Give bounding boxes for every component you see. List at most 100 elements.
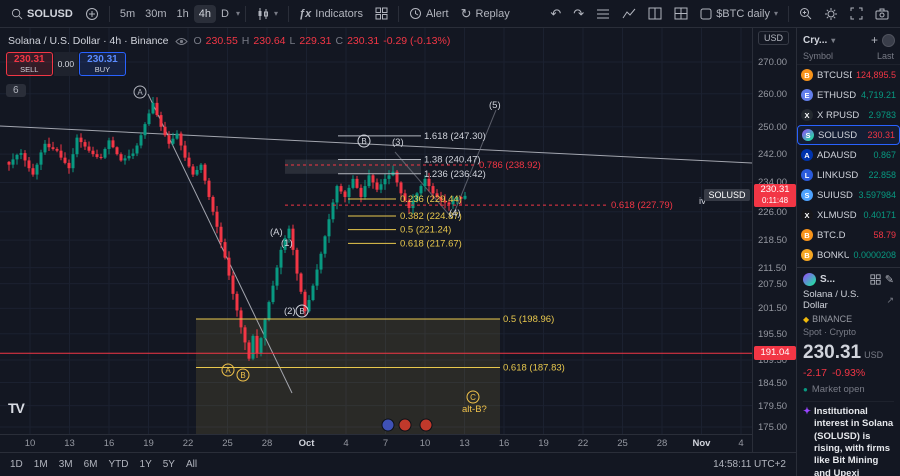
symbol-search-button[interactable]: SOLUSD: [6, 5, 78, 23]
svg-text:1.38 (240.47): 1.38 (240.47): [424, 155, 481, 166]
svg-text:B: B: [240, 371, 245, 380]
objects-count-badge[interactable]: 6: [6, 84, 26, 97]
layout-preset-grid-button[interactable]: [669, 4, 693, 23]
currency-unit-button[interactable]: USD: [758, 31, 790, 45]
news-item[interactable]: ✦ Institutional interest in Solana (SOLU…: [803, 401, 894, 476]
timeframe-button-1h[interactable]: 1h: [176, 7, 189, 20]
replay-button[interactable]: ↻ Replay: [456, 3, 515, 25]
range-button-5y[interactable]: 5Y: [162, 459, 175, 470]
compare-button[interactable]: [80, 4, 104, 24]
range-button-ytd[interactable]: YTD: [108, 459, 129, 470]
watchlist-row-btcusd[interactable]: B BTCUSD124,895.5: [797, 65, 900, 85]
avatar[interactable]: [882, 33, 895, 47]
svg-text:0.5 (221.24): 0.5 (221.24): [400, 225, 451, 236]
watchlist-panel: Cry... ▾ + Symbol Last B BTCUSD124,895.5 E…: [796, 28, 900, 476]
chart-legend: Solana / U.S. Dollar · 4h · Binance O 230…: [8, 35, 450, 47]
timeframe-button-D[interactable]: D: [221, 7, 229, 20]
ohlc-label: C: [335, 35, 344, 47]
sell-button[interactable]: 230.31 SELL: [6, 52, 53, 77]
line-chart-icon: [622, 8, 636, 19]
panel-grid-icon[interactable]: [870, 274, 881, 285]
watchlist-row-ethusd[interactable]: E ETHUSD 4,719.21: [797, 85, 900, 105]
svg-text:0.236 (229.44): 0.236 (229.44): [400, 194, 462, 205]
watchlist-row-xrpusd[interactable]: X X RPUSD 2.9783: [797, 105, 900, 125]
price-change: -2.17: [803, 367, 827, 379]
edit-icon[interactable]: ✎: [884, 274, 894, 286]
watchlist-columns: Symbol Last: [797, 50, 900, 65]
timeframe-button-5m[interactable]: 5m: [119, 7, 136, 20]
settings-button[interactable]: [819, 4, 843, 24]
watchlist-row-linkusd[interactable]: L LINKUSD 22.858: [797, 165, 900, 185]
watchlist-row-btcd[interactable]: B BTC.D 58.79: [797, 225, 900, 245]
layout-name-button[interactable]: $BTC daily ▾: [695, 5, 783, 23]
time-axis-label: 19: [143, 438, 154, 449]
snapshot-button[interactable]: [870, 5, 894, 23]
watchlist-row-xlmusd[interactable]: X XLMUSD 0.40171: [797, 205, 900, 225]
layout-square-icon: [700, 8, 712, 19]
templates-grid-icon: [375, 7, 388, 20]
alert-label: Alert: [425, 7, 449, 20]
price-axis-label: 250.00: [758, 121, 788, 133]
watchlist-row-suiusd[interactable]: S SUIUSD 3.597984: [797, 185, 900, 205]
column-symbol[interactable]: Symbol: [803, 51, 834, 61]
symbol-full-name[interactable]: Solana / U.S. Dollar: [803, 289, 859, 311]
range-button-6m[interactable]: 6M: [83, 459, 98, 470]
candlestick-chart[interactable]: 0.5 (198.96) 0.618 (187.83) 1.618 (247.30)…: [0, 28, 752, 434]
watchlist-row-bonkus[interactable]: B BONKUS 0.0000208: [797, 245, 900, 265]
undo-button[interactable]: ↶: [550, 5, 562, 21]
layout-preset-lines-button[interactable]: [591, 4, 615, 23]
symbol-icon: S: [801, 189, 813, 201]
timeframe-button-4h[interactable]: 4h: [193, 4, 217, 23]
watchlist-row-solusd[interactable]: S SOLUSD 230.31: [797, 125, 900, 145]
chart-area[interactable]: 0.5 (198.96) 0.618 (187.83) 1.618 (247.30)…: [0, 28, 752, 452]
ohlc-value: 230.64: [253, 35, 286, 47]
timeframe-button-30m[interactable]: 30m: [145, 7, 167, 20]
current-price-tag: 230.31 0:11:48: [754, 183, 796, 207]
indicators-button[interactable]: ƒx Indicators: [294, 5, 368, 23]
svg-text:0.618 (227.79): 0.618 (227.79): [611, 200, 673, 211]
watchlist-symbol: ETHUSD: [817, 89, 857, 101]
price-row: 230.31 USD: [803, 342, 894, 364]
fullscreen-button[interactable]: [845, 4, 868, 23]
chevron-down-icon[interactable]: ▾: [831, 35, 836, 45]
target-zone-fill: [285, 159, 421, 174]
watchlist-symbol: SOLUSD: [818, 129, 858, 141]
layout-preset-split-button[interactable]: [643, 4, 667, 23]
clock[interactable]: 14:58:11 UTC+2: [713, 459, 786, 470]
watchlist-last-price: 0.867: [873, 150, 896, 160]
gear-icon: [825, 7, 837, 20]
range-button-1m[interactable]: 1M: [33, 459, 48, 470]
add-symbol-button[interactable]: +: [870, 33, 878, 47]
time-axis[interactable]: 10 13 16 19 22 25 28 Oct 4 7 10 13 16 19 22 25 28 Nov 4: [0, 434, 752, 452]
chart-title[interactable]: Solana / U.S. Dollar · 4h · Binance: [8, 35, 169, 47]
ohlc-value: 229.31: [299, 35, 332, 47]
tradingview-logo[interactable]: TV: [8, 400, 25, 416]
svg-text:iv: iv: [699, 196, 706, 207]
svg-text:(2): (2): [284, 306, 296, 317]
eye-icon[interactable]: [174, 37, 188, 46]
price-axis-label: 175.00: [758, 422, 788, 434]
redo-button[interactable]: ↷: [573, 5, 585, 21]
time-axis-label: 13: [64, 438, 75, 449]
layout-preset-line-chart-button[interactable]: [617, 4, 641, 23]
quick-search-button[interactable]: [794, 4, 817, 23]
watchlist-row-adausd[interactable]: A ADAUSD 0.867: [797, 145, 900, 165]
timeframe-dropdown-icon[interactable]: ▾: [235, 9, 240, 18]
watchlist-title[interactable]: Cry...: [803, 34, 828, 46]
buy-button[interactable]: 230.31 BUY: [79, 52, 126, 77]
alert-button[interactable]: Alert: [404, 4, 454, 23]
sell-price: 230.31: [14, 54, 45, 65]
binance-logo-icon: ◆: [803, 314, 810, 324]
price-axis-label: 201.50: [758, 303, 788, 315]
range-button-1d[interactable]: 1D: [10, 459, 23, 470]
external-link-icon[interactable]: ↗: [886, 294, 894, 305]
column-last[interactable]: Last: [876, 51, 894, 61]
range-button-1y[interactable]: 1Y: [139, 459, 152, 470]
indicator-templates-button[interactable]: [370, 4, 393, 23]
range-button-3m[interactable]: 3M: [58, 459, 73, 470]
chart-style-button[interactable]: ▾: [251, 4, 283, 24]
svg-text:C: C: [470, 393, 476, 402]
range-button-all[interactable]: All: [185, 459, 198, 470]
price-axis[interactable]: USD 270.00 260.00 250.00 242.00 234.00 226.00…: [752, 28, 796, 452]
trade-widget: 230.31 SELL 0.00 230.31 BUY: [6, 52, 126, 77]
